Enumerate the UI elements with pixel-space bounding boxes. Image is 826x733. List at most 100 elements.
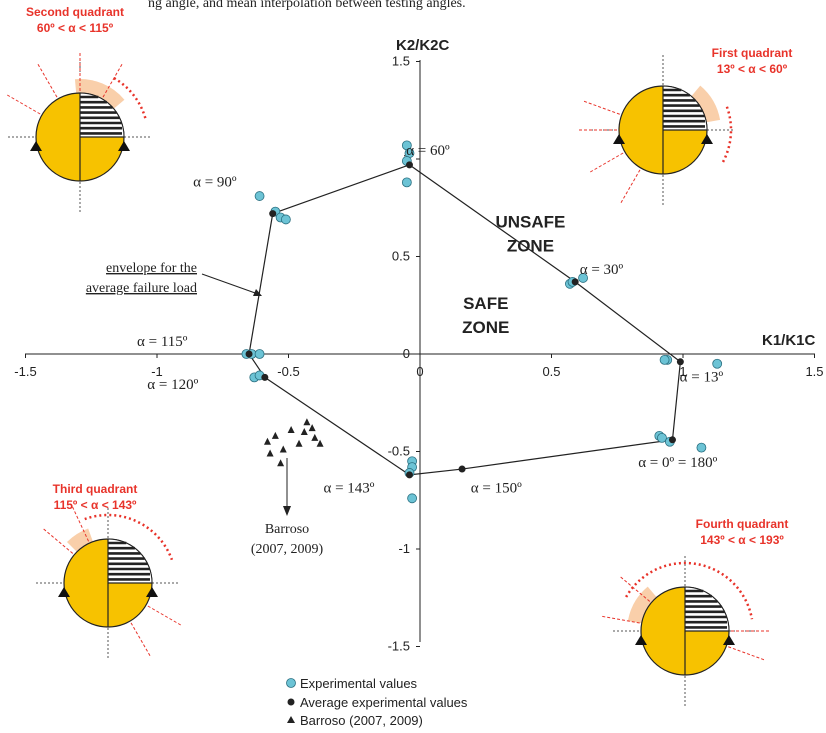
support-left-3 (635, 635, 647, 645)
load-arrow-2-3 (130, 622, 151, 656)
legend-label-experimental: Experimental values (300, 676, 418, 691)
barroso-point-6 (303, 418, 311, 426)
legend-marker-average (287, 698, 295, 706)
barroso-point-7 (308, 424, 316, 432)
support-left-0 (30, 141, 42, 151)
angle-label-8: α = 150º (471, 480, 522, 496)
zone-labels: UNSAFE ZONE SAFE ZONE (462, 212, 565, 337)
barroso-point-10 (295, 439, 303, 447)
y-tick-label-6: -1.5 (388, 639, 410, 654)
load-arrow-2-2 (147, 605, 181, 626)
load-arrow-2-1 (72, 506, 90, 542)
x-tick-label-3: 0 (416, 364, 423, 379)
y-axis-title: K2/K2C (396, 37, 450, 54)
y-tick-label-2: 0.5 (392, 249, 410, 264)
load-arrow-0-3 (102, 64, 123, 98)
angle-label-2: α = 30º (580, 262, 624, 278)
zone-label-1-1: ZONE (462, 318, 509, 337)
experimental-point-4 (254, 191, 265, 201)
envelope-note-line2: average failure load (86, 281, 197, 296)
quadrant-title-3: Fourth quadrant (696, 517, 789, 531)
barroso-point-1 (271, 431, 279, 439)
quadrant-title-1: First quadrant (712, 46, 793, 60)
x-axis-title: K1/K1C (762, 332, 816, 349)
y-tick-label-0: 1.5 (392, 54, 410, 69)
load-arrow-0-0 (7, 94, 41, 115)
load-arrow-3-3 (728, 646, 765, 661)
quadrant-diagram-2: Third quadrant 115º < α < 143º (36, 482, 181, 658)
experimental-point-26 (407, 493, 418, 504)
legend-label-average: Average experimental values (300, 695, 468, 710)
quadrant-diagram-3: Fourth quadrant 143º < α < 193º (602, 517, 788, 706)
y-tick-label-5: -1 (398, 541, 410, 556)
barroso-point-2 (279, 445, 287, 453)
quadrant-stripes-3 (684, 586, 730, 632)
experimental-point-22 (696, 442, 707, 453)
legend: Experimental values Average experimental… (286, 676, 468, 728)
zone-label-0-0: UNSAFE (496, 212, 566, 231)
load-arrow-3-1 (620, 576, 651, 602)
x-tick-label-5: 1 (679, 364, 686, 379)
load-arrow-1-1 (620, 169, 641, 203)
envelope-note-arrowhead (253, 289, 262, 296)
experimental-point-7 (280, 214, 291, 225)
rotation-arc-1 (720, 106, 733, 165)
angle-labels: α = 60º α = 90º α = 30º α = 115º α = 13º α = … (137, 143, 723, 496)
barroso-note-line2: (2007, 2009) (251, 542, 324, 557)
quadrant-title-2: Third quadrant (53, 482, 138, 496)
quadrant-range-0: 60º < α < 115º (37, 21, 114, 35)
quadrant-stripes-1 (662, 85, 708, 131)
barroso-point-5 (300, 428, 308, 435)
x-tick-label-4: 0.5 (542, 364, 560, 379)
load-arrow-0-1 (37, 64, 58, 98)
support-right-3 (723, 635, 735, 645)
header-text: ng angle, and mean interpolation between… (148, 0, 466, 11)
angle-label-1: α = 90º (193, 174, 237, 190)
experimental-point-20 (657, 432, 667, 443)
barroso-arrowhead (283, 506, 291, 516)
support-right-1 (701, 134, 713, 144)
average-point-7 (405, 471, 413, 479)
quadrant-notch-1 (662, 85, 708, 131)
quadrant-notch-3 (684, 586, 730, 632)
support-left-2 (58, 587, 70, 597)
support-left-1 (613, 134, 625, 144)
experimental-point-13 (712, 358, 723, 369)
quadrant-range-3: 143º < α < 193º (700, 533, 784, 547)
average-point-8 (458, 465, 466, 473)
quadrant-notch-0 (79, 92, 125, 138)
angle-label-4: α = 13º (680, 369, 724, 385)
average-point-4 (245, 350, 253, 358)
axis-ticks: -1.5-1-0.500.511.51.510.50-0.5-1-1.5 (14, 54, 823, 654)
zone-label-0-1: ZONE (507, 236, 554, 255)
data-marks (241, 140, 723, 504)
legend-marker-experimental (286, 678, 296, 688)
load-arrow-1-3 (583, 100, 620, 115)
load-arrow-2-0 (43, 528, 74, 554)
experimental-point-12 (659, 354, 670, 365)
quadrant-stripes-2 (107, 538, 153, 584)
envelope-note: envelope for the average failure load (86, 261, 262, 296)
support-right-2 (146, 587, 158, 597)
barroso-point-8 (311, 433, 319, 441)
envelope-note-arrow (201, 273, 259, 295)
y-tick-label-4: -0.5 (388, 444, 410, 459)
average-point-5 (261, 373, 269, 381)
barroso-point-11 (316, 439, 324, 447)
average-point-3 (676, 358, 684, 366)
load-arrow-3-0 (602, 615, 640, 624)
quadrant-range-1: 13º < α < 60º (717, 62, 788, 76)
experimental-point-3 (401, 177, 412, 188)
experimental-point-16 (254, 349, 265, 359)
envelope-note-line1: envelope for the (106, 261, 197, 276)
angle-label-0: α = 60º (406, 143, 450, 159)
quadrant-notch-2 (107, 538, 153, 584)
x-tick-label-0: -1.5 (14, 364, 36, 379)
angle-label-3: α = 115º (137, 334, 188, 350)
legend-item-barroso: Barroso (2007, 2009) (287, 713, 423, 728)
barroso-note: Barroso (2007, 2009) (251, 458, 324, 557)
legend-marker-barroso (287, 716, 295, 723)
angle-label-6: α = 0º = 180º (638, 455, 717, 471)
quadrant-diagrams: Second quadrant 60º < α < 115º First quadr… (7, 5, 792, 706)
